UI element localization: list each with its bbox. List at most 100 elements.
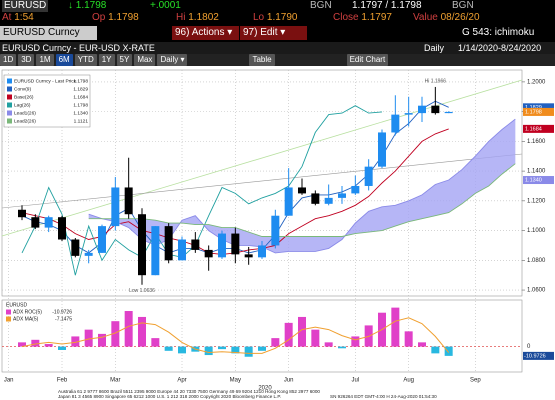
legend-label: ADX MA(5) [13, 316, 39, 322]
menu-label: Actions ▾ [191, 27, 233, 38]
x-tick-label: Sep [470, 378, 481, 384]
candle-body [324, 197, 333, 204]
price-tag-label: 1.1829 [525, 105, 542, 111]
candle-body [271, 215, 280, 246]
candle-body [284, 187, 293, 216]
ticker: EURUSD [2, 0, 49, 12]
legend-value: 1.1798 [73, 102, 88, 108]
candle-body [71, 239, 80, 256]
histogram-bar [98, 333, 106, 347]
candle-body [58, 217, 66, 240]
candle-body [151, 226, 160, 276]
stat-value: 1.1790 [266, 12, 298, 23]
candle-body [378, 132, 386, 167]
histogram-bar [218, 346, 226, 350]
x-tick-label: May [230, 378, 241, 384]
legend-swatch [7, 118, 12, 124]
legend-label: Lead2(26) [14, 118, 36, 124]
stat-label: Close [333, 12, 359, 23]
legend-value: -10.9726 [52, 309, 72, 315]
price-tag [523, 176, 554, 185]
range-button[interactable]: 3D [18, 54, 35, 66]
legend-label: EURUSD Curncy - Last Price [14, 78, 77, 84]
stat-value: 1.1797 [361, 12, 392, 23]
range-button[interactable]: 1Y [98, 54, 115, 66]
legend-swatch [6, 309, 11, 315]
last-price: ↓ 1.1798 [68, 0, 107, 11]
legend-swatch [7, 102, 12, 108]
stats-bar: At 1:54 Op 1.1798 Hi 1.1802 Lo 1.1790 Cl… [0, 12, 555, 24]
candle-body [338, 193, 346, 198]
range-button[interactable]: 5Y [116, 54, 133, 66]
histogram-bar [151, 338, 160, 347]
histogram-bar [431, 346, 440, 354]
page-name: G 543: ichimoku [462, 27, 535, 38]
legend-swatch [7, 94, 12, 100]
histogram-bar [231, 346, 240, 354]
histogram-bar [18, 342, 26, 347]
stat-value: 1.1802 [188, 12, 219, 23]
legend-label: Conv(9) [14, 86, 31, 92]
histogram-bar [444, 346, 453, 356]
range-button[interactable]: YTD [74, 54, 97, 66]
edit-chart-button[interactable]: Edit Chart [346, 54, 389, 66]
candle-body [111, 187, 120, 227]
legend-label: Lead1(26) [14, 110, 36, 116]
legend-label: Base(26) [14, 94, 34, 100]
x-year-label: 2020 [258, 386, 272, 392]
price-tag [523, 107, 554, 116]
histogram-bar [298, 316, 306, 347]
y-tick-label: 1.0600 [527, 288, 546, 294]
high-annotation: Hi 1.1966 [425, 78, 447, 84]
histogram-bar [338, 346, 346, 349]
legend-box [3, 74, 91, 128]
table-button[interactable]: Table [249, 54, 275, 66]
candle-body [18, 209, 26, 218]
source: BGN [310, 0, 332, 11]
edit-menu[interactable]: 97) Edit ▾ [240, 26, 307, 40]
y-tick-label: 1.1200 [527, 198, 546, 204]
legend-label: ADX ROC(5) [13, 309, 42, 315]
histogram-bar [44, 344, 53, 347]
low-annotation: Low 1.0636 [129, 288, 155, 294]
stat-label: Lo [253, 12, 265, 23]
legend-swatch [7, 86, 12, 92]
candle-body [191, 239, 200, 250]
candle-body [311, 193, 320, 204]
indicator-line [88, 118, 516, 254]
candle-body [431, 105, 440, 114]
histogram-bar [391, 307, 400, 347]
range-button[interactable]: Max [134, 54, 156, 66]
menu-number: 96) [175, 27, 190, 38]
candle-body [351, 185, 360, 194]
legend-value: 1.1829 [73, 86, 88, 92]
stat-value: 08/26/20 [440, 12, 480, 23]
frequency-dropdown[interactable]: Daily ▾ [157, 54, 188, 66]
candle-body [84, 252, 93, 256]
histogram-bar [311, 329, 320, 347]
histogram-bar [138, 316, 146, 347]
security-field[interactable]: EURUSD Curncy [0, 26, 97, 40]
stat-label: At [2, 12, 12, 23]
candle-body [124, 187, 133, 215]
footer-line: Australia 61 2 9777 8600 Brazil 5511 239… [58, 389, 320, 394]
range-button[interactable]: 1M [36, 54, 54, 66]
candle-body [31, 217, 40, 228]
x-tick-label: Jun [284, 378, 294, 384]
ma-line [21, 317, 450, 354]
candle-body [98, 226, 106, 253]
histogram-bar [271, 338, 280, 347]
menu-label: Edit ▾ [260, 27, 286, 38]
range-button[interactable]: 6M [55, 54, 73, 66]
histogram-bar [324, 342, 333, 347]
candle-body [204, 249, 213, 258]
actions-menu[interactable]: 96) Actions ▾ [172, 26, 239, 40]
candle-body [391, 114, 400, 133]
y-tick-label: 1.1000 [527, 228, 546, 234]
histogram-bar [404, 331, 413, 347]
range-button[interactable]: 1D [0, 54, 17, 66]
legend-swatch [7, 110, 12, 116]
histogram-bar [164, 346, 173, 351]
legend-swatch [7, 78, 12, 84]
